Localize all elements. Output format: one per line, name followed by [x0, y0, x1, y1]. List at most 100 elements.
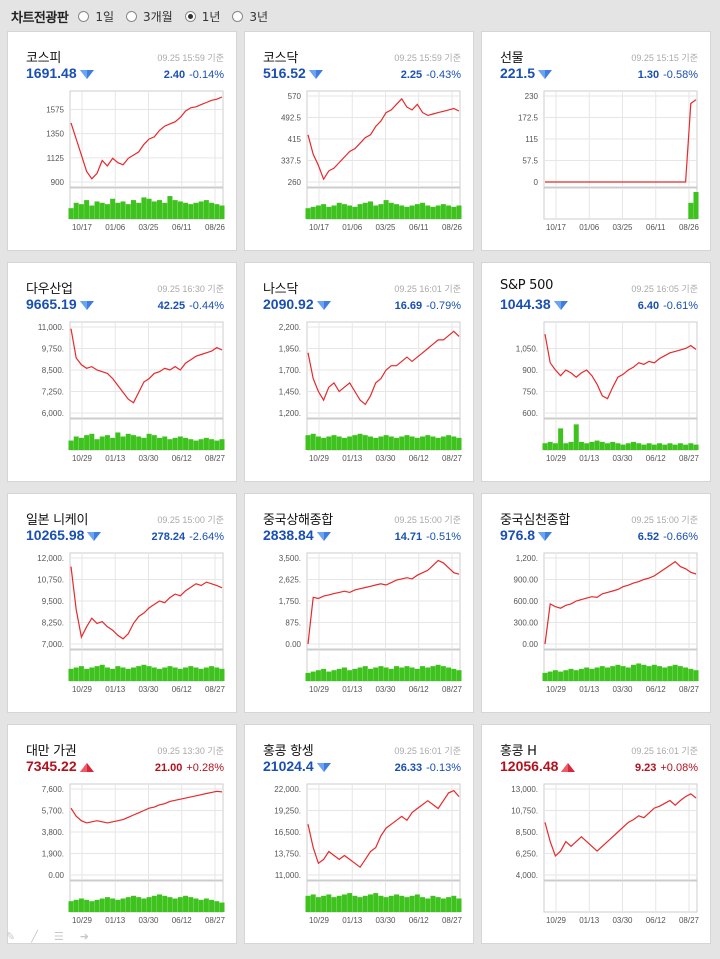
volume-bar	[326, 894, 332, 912]
index-change: 14.71 -0.51%	[395, 531, 461, 543]
index-card[interactable]: 대만 가권 09.25 13:30 기준 7345.22 21.00 +0.28% 7,6…	[7, 724, 237, 944]
pencil-icon[interactable]: ╱	[31, 930, 38, 943]
volume-bar	[677, 666, 683, 681]
period-option-1d[interactable]: 1일	[78, 8, 114, 25]
volume-bar	[78, 898, 84, 912]
volume-bar	[373, 437, 379, 450]
radio-1d[interactable]	[78, 10, 90, 22]
period-option-3y[interactable]: 3년	[232, 8, 268, 25]
index-card[interactable]: 다우산업 09.25 16:30 기준 9665.19 42.25 -0.44% 11,0…	[7, 262, 237, 482]
price-line	[544, 334, 697, 400]
volume-bar	[110, 198, 116, 219]
index-card[interactable]: 나스닥 09.25 16:01 기준 2090.92 16.69 -0.79% 2,200…	[244, 262, 474, 482]
volume-bar	[315, 897, 321, 912]
volume-bar	[383, 897, 389, 912]
volume-bar	[310, 433, 316, 450]
index-card[interactable]: 홍콩 항셍 09.25 16:01 기준 21024.4 26.33 -0.13% 22,…	[244, 724, 474, 944]
volume-bar	[78, 204, 84, 219]
index-card[interactable]: 중국상해종합 09.25 15:00 기준 2838.84 14.71 -0.51% 3,…	[244, 493, 474, 713]
x-tick-label: 10/17	[309, 223, 330, 232]
volume-bar	[214, 901, 220, 912]
index-card[interactable]: 홍콩 H 09.25 16:01 기준 12056.48 9.23 +0.08% 13,0…	[481, 724, 711, 944]
volume-bar	[305, 208, 311, 219]
volume-bar	[203, 667, 209, 681]
forward-icon[interactable]: ➜	[79, 930, 89, 943]
volume-bar	[552, 670, 558, 681]
volume-bar	[78, 437, 84, 450]
index-change: 1.30 -0.58%	[638, 69, 698, 81]
x-tick-label: 06/12	[646, 454, 667, 463]
y-tick-label: 7,600.	[42, 785, 64, 794]
y-tick-label: 900	[51, 178, 65, 187]
volume-bar	[136, 666, 142, 681]
volume-bar	[378, 204, 384, 219]
index-name: S&P 500	[500, 278, 554, 293]
index-card[interactable]: 중국심천종합 09.25 15:00 기준 976.8 6.52 -0.66% 1,200…	[481, 493, 711, 713]
y-tick-label: 1125	[47, 154, 65, 163]
volume-bar	[89, 901, 95, 912]
radio-1y[interactable]	[184, 10, 196, 22]
volume-bar	[130, 895, 136, 912]
volume-bar	[440, 436, 446, 450]
y-tick-label: 5,700.	[42, 807, 64, 816]
volume-bar	[341, 204, 347, 219]
x-tick-label: 10/29	[309, 916, 330, 925]
index-card[interactable]: 코스닥 09.25 15:59 기준 516.52 2.25 -0.43% 570 492.…	[244, 31, 474, 251]
index-card[interactable]: 코스피 09.25 15:59 기준 1691.48 2.40 -0.14% 1575 13…	[7, 31, 237, 251]
index-card[interactable]: S&P 500 09.25 16:05 기준 1044.38 6.40 -0.61% 1,…	[481, 262, 711, 482]
volume-bar	[172, 437, 178, 450]
volume-bar	[451, 436, 457, 450]
x-tick-label: 03/30	[375, 916, 396, 925]
volume-bar	[78, 666, 84, 681]
volume-bar	[193, 440, 199, 450]
index-card[interactable]: 선물 09.25 15:15 기준 221.5 1.30 -0.58% 230 172.5 1…	[481, 31, 711, 251]
x-tick-label: 10/17	[546, 223, 567, 232]
volume-bar	[662, 444, 668, 450]
volume-bar	[435, 897, 441, 912]
index-timestamp: 09.25 16:01 기준	[631, 746, 698, 756]
volume-bar	[331, 897, 337, 912]
index-name: 중국상해종합	[263, 513, 333, 528]
list-icon[interactable]: ☰	[53, 930, 64, 943]
volume-bar	[198, 899, 204, 912]
volume-bar	[198, 201, 204, 219]
y-tick-label: 8,250.	[42, 619, 64, 628]
volume-bar	[209, 439, 215, 450]
volume-bar	[120, 898, 126, 912]
volume-bar	[157, 437, 163, 450]
volume-bar	[146, 433, 152, 450]
period-option-1y[interactable]: 1년	[184, 8, 220, 25]
x-tick-label: 10/29	[309, 685, 330, 694]
edit-icon[interactable]: ✎	[6, 930, 16, 943]
x-tick-label: 10/29	[309, 454, 330, 463]
y-tick-label: 1,950.	[279, 345, 301, 354]
volume-bar	[456, 437, 462, 450]
volume-bar	[219, 668, 225, 681]
volume-bar	[451, 668, 457, 681]
radio-3m[interactable]	[126, 10, 137, 22]
x-tick-label: 01/13	[579, 916, 600, 925]
price-line	[307, 789, 460, 869]
price-line	[307, 97, 460, 181]
volume-bar	[388, 668, 394, 681]
x-tick-label: 03/30	[612, 685, 633, 694]
volume-bar	[425, 205, 431, 219]
volume-bar	[399, 667, 405, 681]
volume-bar	[305, 672, 311, 681]
volume-bar	[68, 668, 74, 681]
y-tick-label: 0.00	[522, 640, 538, 649]
volume-bar	[125, 433, 131, 450]
volume-bar	[651, 444, 657, 450]
volume-bar	[440, 898, 446, 912]
index-card[interactable]: 일본 니케이 09.25 15:00 기준 10265.98 278.24 -2.64%…	[7, 493, 237, 713]
volume-bar	[151, 435, 157, 450]
y-tick-label: 57.5	[522, 157, 538, 166]
y-tick-label: 1,900.	[42, 850, 64, 859]
volume-bar	[99, 436, 105, 450]
radio-3y[interactable]	[232, 10, 244, 22]
y-tick-label: 600.00	[514, 597, 539, 606]
y-tick-label: 4,000.	[516, 871, 538, 880]
index-chart: 13,000. 10,750. 8,500. 6,250. 4,000. 10/29 01/…	[511, 783, 700, 925]
change-amount: 16.69	[394, 300, 423, 312]
period-option-3m[interactable]: 3개월	[126, 8, 173, 25]
